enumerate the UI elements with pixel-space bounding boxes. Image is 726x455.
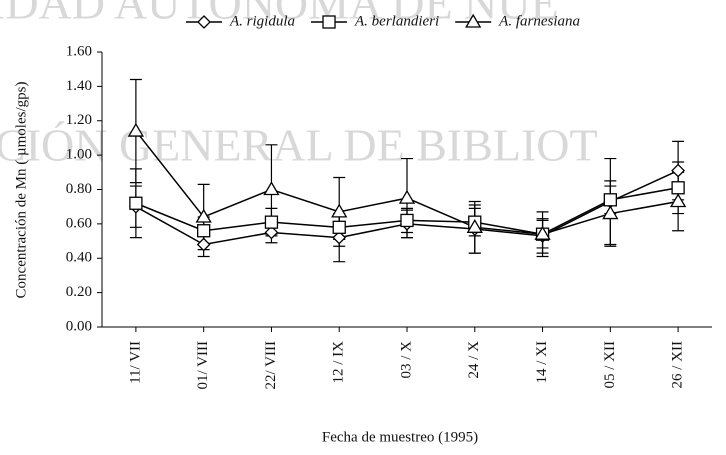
x-axis-label: Fecha de muestreo (1995): [322, 429, 478, 445]
x-tick-label: 26 / XII: [670, 341, 686, 389]
legend-label: A. berlandieri: [354, 13, 439, 29]
marker: [331, 203, 348, 218]
marker: [332, 220, 346, 234]
legend-label: A. rigidula: [229, 13, 295, 29]
watermark: IDAD AUTÓNOMA DE NUE: [0, 0, 559, 29]
y-axis-label: Concentración de Mn ( µmoles/gps): [13, 82, 29, 299]
y-tick-label: 1.00: [66, 147, 92, 163]
y-tick-label: 1.20: [66, 112, 92, 128]
marker: [322, 15, 336, 29]
marker: [398, 189, 416, 204]
marker: [332, 230, 347, 245]
y-tick-label: 1.60: [66, 43, 92, 59]
marker: [197, 15, 211, 29]
x-tick-label: 22/ VIII: [263, 341, 279, 389]
y-tick-label: 0.00: [66, 318, 92, 334]
x-tick-label: 05 / XII: [602, 341, 618, 389]
watermark: CIÓN GENERAL DE BIBLIOT: [0, 120, 598, 171]
marker: [466, 219, 483, 233]
marker: [603, 193, 617, 207]
marker: [196, 237, 211, 252]
marker: [671, 163, 686, 178]
x-tick-label: 11/ VII: [127, 341, 143, 384]
marker: [197, 224, 211, 238]
y-tick-label: 1.40: [66, 78, 92, 94]
y-tick-label: 0.80: [66, 181, 92, 197]
marker: [127, 122, 145, 137]
marker: [129, 196, 143, 210]
marker: [602, 205, 619, 220]
marker: [195, 208, 212, 223]
marker: [671, 181, 685, 195]
x-tick-label: 01/ VIII: [195, 341, 211, 389]
marker: [264, 225, 279, 240]
marker: [400, 213, 414, 228]
x-tick-label: 03 / X: [398, 341, 414, 379]
marker: [264, 215, 279, 229]
legend-label: A. farnesiana: [498, 13, 580, 29]
marker: [534, 225, 551, 240]
y-tick-label: 0.40: [66, 250, 92, 266]
marker: [263, 181, 280, 196]
x-tick-label: 14 / XI: [534, 341, 550, 384]
marker: [465, 13, 482, 28]
marker: [669, 193, 687, 208]
y-tick-label: 0.20: [66, 284, 92, 300]
y-tick-label: 0.60: [66, 215, 92, 231]
x-tick-label: 24 / X: [466, 341, 482, 379]
x-tick-label: 12 / IX: [331, 341, 347, 384]
